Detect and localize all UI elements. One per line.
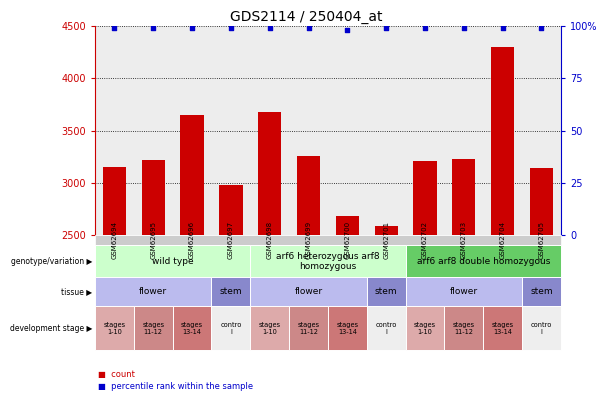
Bar bbox=[173, 26, 211, 235]
Bar bbox=[491, 47, 514, 405]
Text: GSM62705: GSM62705 bbox=[538, 221, 544, 259]
Point bbox=[226, 25, 236, 32]
Text: arf6 heterozygous arf8
homozygous: arf6 heterozygous arf8 homozygous bbox=[276, 252, 380, 271]
Text: flower: flower bbox=[139, 287, 167, 296]
Bar bbox=[367, 26, 406, 235]
Text: flower: flower bbox=[294, 287, 322, 296]
Bar bbox=[250, 26, 289, 235]
Bar bbox=[297, 156, 320, 405]
Bar bbox=[444, 26, 483, 235]
Text: GDS2114 / 250404_at: GDS2114 / 250404_at bbox=[230, 10, 383, 24]
Point bbox=[148, 25, 158, 32]
Point bbox=[381, 25, 391, 32]
Point bbox=[459, 25, 469, 32]
Point bbox=[420, 25, 430, 32]
Text: GSM62701: GSM62701 bbox=[383, 221, 389, 259]
Text: development stage ▶: development stage ▶ bbox=[10, 324, 92, 333]
Text: wild type: wild type bbox=[152, 257, 194, 266]
Bar bbox=[289, 26, 328, 235]
Text: stages
13-14: stages 13-14 bbox=[492, 322, 514, 335]
Bar bbox=[134, 26, 173, 235]
Bar bbox=[413, 161, 436, 405]
Text: stages
1-10: stages 1-10 bbox=[414, 322, 436, 335]
Text: GSM62700: GSM62700 bbox=[345, 221, 351, 259]
Point bbox=[536, 25, 546, 32]
Bar bbox=[483, 26, 522, 235]
Text: GSM62704: GSM62704 bbox=[500, 221, 506, 259]
Bar bbox=[211, 26, 250, 235]
Point bbox=[343, 27, 352, 34]
Text: tissue ▶: tissue ▶ bbox=[61, 287, 92, 296]
Bar bbox=[406, 26, 444, 235]
Text: stages
1-10: stages 1-10 bbox=[104, 322, 126, 335]
Point bbox=[110, 25, 120, 32]
Text: genotype/variation ▶: genotype/variation ▶ bbox=[10, 257, 92, 266]
Point bbox=[265, 25, 275, 32]
Text: contro
l: contro l bbox=[376, 322, 397, 335]
Point bbox=[303, 25, 313, 32]
Text: stem: stem bbox=[375, 287, 397, 296]
Text: GSM62699: GSM62699 bbox=[305, 221, 311, 259]
Text: ■  percentile rank within the sample: ■ percentile rank within the sample bbox=[98, 382, 253, 391]
Text: flower: flower bbox=[450, 287, 478, 296]
Text: stages
13-14: stages 13-14 bbox=[181, 322, 203, 335]
Text: stem: stem bbox=[219, 287, 242, 296]
Text: stages
11-12: stages 11-12 bbox=[297, 322, 319, 335]
Point bbox=[498, 25, 508, 32]
Bar bbox=[336, 216, 359, 405]
Bar bbox=[180, 115, 204, 405]
Text: GSM62696: GSM62696 bbox=[189, 221, 195, 259]
Text: GSM62694: GSM62694 bbox=[112, 221, 118, 259]
Bar bbox=[142, 160, 165, 405]
Text: arf6 arf8 double homozygous: arf6 arf8 double homozygous bbox=[417, 257, 550, 266]
Text: GSM62703: GSM62703 bbox=[461, 221, 467, 259]
Bar bbox=[95, 26, 134, 235]
Text: stages
11-12: stages 11-12 bbox=[142, 322, 164, 335]
Text: contro
l: contro l bbox=[220, 322, 242, 335]
Bar bbox=[375, 226, 398, 405]
Bar bbox=[452, 159, 476, 405]
Bar bbox=[258, 112, 281, 405]
Text: stages
11-12: stages 11-12 bbox=[453, 322, 475, 335]
Point bbox=[187, 25, 197, 32]
Text: GSM62695: GSM62695 bbox=[150, 221, 156, 259]
Bar bbox=[530, 168, 553, 405]
Text: stages
1-10: stages 1-10 bbox=[259, 322, 281, 335]
Text: stages
13-14: stages 13-14 bbox=[337, 322, 359, 335]
Text: stem: stem bbox=[530, 287, 553, 296]
Bar bbox=[328, 26, 367, 235]
Bar bbox=[219, 185, 243, 405]
Bar bbox=[103, 167, 126, 405]
Text: GSM62697: GSM62697 bbox=[228, 221, 234, 259]
Bar bbox=[522, 26, 561, 235]
Text: ■  count: ■ count bbox=[98, 370, 135, 379]
Text: GSM62702: GSM62702 bbox=[422, 221, 428, 259]
Text: GSM62698: GSM62698 bbox=[267, 221, 273, 259]
Text: contro
l: contro l bbox=[531, 322, 552, 335]
